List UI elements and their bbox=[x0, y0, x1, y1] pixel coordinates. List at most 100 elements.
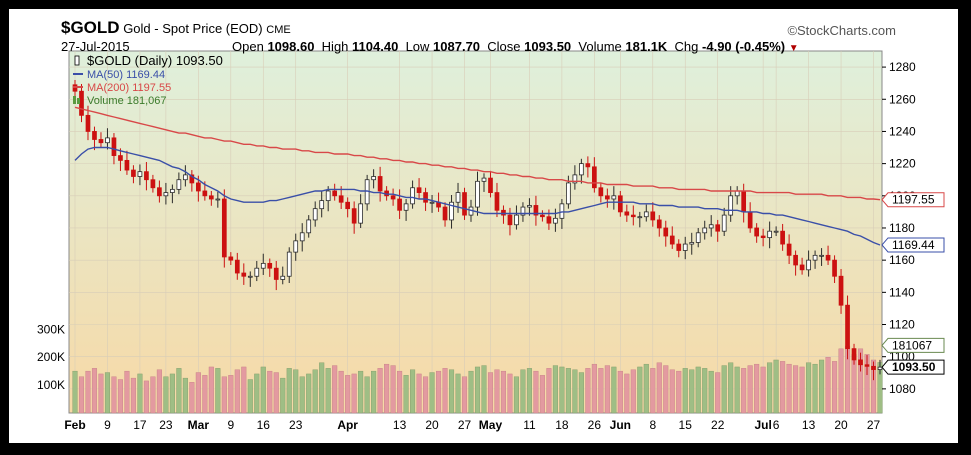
candle-body bbox=[630, 214, 636, 218]
x-tick-label: Apr bbox=[337, 418, 358, 432]
candle-body bbox=[663, 227, 669, 237]
volume-bar bbox=[254, 373, 260, 414]
volume-bar bbox=[448, 369, 455, 414]
candle-body bbox=[410, 187, 415, 205]
x-tick-label: 9 bbox=[227, 418, 234, 432]
volume-bar bbox=[423, 376, 429, 414]
candle-body bbox=[221, 198, 227, 258]
candle-body bbox=[507, 214, 513, 226]
x-tick-label: 26 bbox=[588, 418, 602, 432]
volume-bar bbox=[630, 369, 636, 414]
volume-bar bbox=[247, 379, 253, 414]
candle-body bbox=[760, 235, 766, 239]
candle-body bbox=[247, 275, 253, 278]
candle-body bbox=[553, 217, 558, 224]
volume-bar bbox=[643, 363, 649, 414]
volume-bar bbox=[390, 365, 396, 414]
candle-body bbox=[170, 188, 175, 193]
x-tick-label: Jul bbox=[754, 418, 771, 432]
candle-body bbox=[533, 205, 539, 216]
candle-body bbox=[377, 176, 383, 192]
volume-bar bbox=[870, 359, 877, 414]
candle-body bbox=[825, 254, 831, 261]
volume-bar bbox=[578, 372, 584, 414]
candle-body bbox=[682, 243, 688, 251]
candle-body bbox=[851, 348, 857, 361]
candle-body bbox=[79, 90, 84, 116]
candle-body bbox=[858, 359, 863, 366]
volume-bar bbox=[552, 365, 558, 414]
candle-body bbox=[105, 137, 110, 144]
volume-bar bbox=[182, 377, 188, 414]
candle-body bbox=[72, 84, 78, 92]
x-tick-label: 27 bbox=[458, 418, 472, 432]
candle-body bbox=[812, 254, 818, 261]
volume-bar bbox=[741, 368, 747, 414]
candle-body bbox=[786, 243, 792, 256]
down-arrow-icon: ▼ bbox=[788, 43, 799, 54]
volume-label: Volume bbox=[578, 39, 622, 54]
candle-body bbox=[514, 214, 519, 226]
volume-bar bbox=[526, 368, 532, 414]
volume-bar bbox=[338, 370, 344, 414]
volume-bar bbox=[812, 363, 818, 414]
close-value: 1093.50 bbox=[524, 39, 572, 54]
volume-bar bbox=[104, 372, 110, 414]
candle-body bbox=[228, 256, 234, 261]
volume-bar bbox=[857, 348, 864, 414]
candle-body bbox=[286, 251, 292, 277]
volume-bar bbox=[520, 369, 526, 414]
x-tick-label: May bbox=[479, 418, 503, 432]
volume-bar bbox=[585, 368, 591, 414]
volume-bar bbox=[806, 362, 812, 414]
candle-body bbox=[163, 192, 169, 197]
gold-price-chart[interactable]: 1080110011201140116011801200122012401260… bbox=[9, 9, 958, 443]
candle-body bbox=[624, 211, 630, 216]
volume-bar bbox=[267, 370, 273, 414]
volume-bar bbox=[780, 361, 786, 414]
candle-body bbox=[319, 200, 325, 210]
volume-bar bbox=[793, 365, 799, 414]
instrument-name: Gold - Spot Price (EOD) bbox=[123, 21, 263, 36]
price-tag-label: 181067 bbox=[892, 338, 932, 352]
price-tag: 181067 bbox=[881, 337, 945, 353]
volume-bar bbox=[832, 361, 838, 414]
volume-bar bbox=[429, 372, 435, 414]
volume-bar bbox=[228, 375, 234, 414]
volume-bar bbox=[598, 368, 604, 414]
volume-bar bbox=[306, 373, 312, 414]
volume-bar bbox=[663, 365, 669, 414]
volume-bar bbox=[260, 366, 266, 414]
volume-bar bbox=[760, 366, 766, 414]
volume-bar bbox=[819, 359, 825, 414]
candle-body bbox=[234, 259, 240, 274]
volume-bar bbox=[280, 377, 286, 414]
candle-body bbox=[494, 192, 500, 211]
candle-body bbox=[793, 254, 798, 266]
price-tag-box bbox=[881, 192, 945, 208]
volume-bar bbox=[124, 370, 130, 414]
candle-body bbox=[423, 192, 428, 203]
candlesticks bbox=[72, 79, 883, 381]
volume-bar bbox=[695, 366, 701, 414]
volume-bar bbox=[708, 370, 714, 414]
volume-bar bbox=[111, 376, 117, 414]
volume-tick-label: 200K bbox=[37, 350, 65, 364]
x-tick-label: 11 bbox=[523, 418, 536, 432]
volume-bar bbox=[650, 368, 656, 414]
y-tick-label: 1080 bbox=[889, 382, 916, 396]
candle-body bbox=[481, 177, 487, 182]
x-tick-label: 6 bbox=[773, 418, 780, 432]
volume-bar bbox=[215, 368, 221, 414]
y-tick-label: 1160 bbox=[889, 253, 915, 267]
volume-bar bbox=[208, 366, 214, 414]
candle-body bbox=[118, 155, 123, 161]
volume-bar bbox=[461, 376, 468, 414]
candle-body bbox=[429, 201, 435, 204]
candle-body bbox=[695, 232, 701, 243]
volume-bar bbox=[754, 363, 760, 414]
price-tag-label: 1197.55 bbox=[892, 193, 935, 207]
volume-bar bbox=[474, 366, 481, 414]
x-tick-label: 20 bbox=[834, 418, 848, 432]
candle-body bbox=[611, 195, 617, 200]
